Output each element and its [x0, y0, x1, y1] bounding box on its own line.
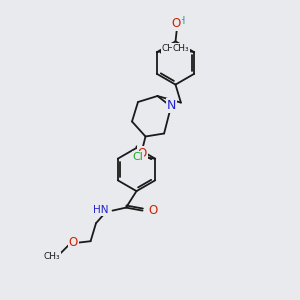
Text: Cl: Cl	[133, 152, 143, 162]
Text: O: O	[69, 236, 78, 249]
Text: O: O	[148, 203, 157, 217]
Text: N: N	[167, 99, 176, 112]
Text: O: O	[138, 146, 147, 160]
Text: O: O	[172, 17, 181, 30]
Text: HN: HN	[93, 205, 109, 215]
Text: H: H	[178, 16, 186, 26]
Text: CH₃: CH₃	[172, 44, 189, 53]
Text: CH₃: CH₃	[44, 252, 61, 261]
Text: CH₃: CH₃	[162, 44, 178, 53]
